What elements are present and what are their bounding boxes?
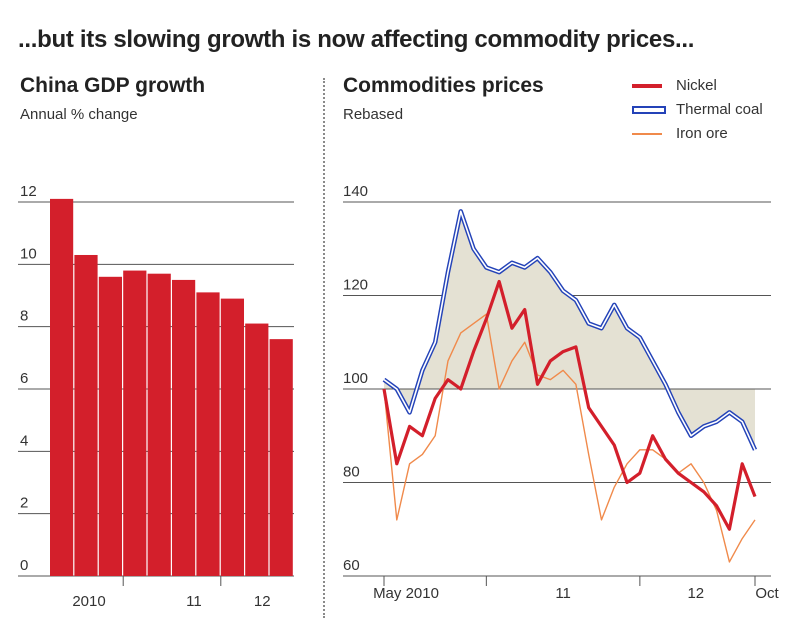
commodities-y-tick-label: 100 <box>343 370 368 387</box>
gdp-bar-2011-q2 <box>172 279 196 576</box>
gdp-bar-2012-q1 <box>245 323 269 576</box>
gdp-bar-2011-q3 <box>196 292 220 576</box>
commodities-x-tick-label: May 2010 <box>373 585 439 602</box>
commodities-x-tick-label: 12 <box>687 585 704 602</box>
commodities-chart-title: Commodities prices <box>343 74 544 97</box>
series-line-iron-ore <box>383 313 756 563</box>
legend-item-thermal-coal: Thermal coal <box>628 98 808 122</box>
gdp-x-tick-label: 2010 <box>72 593 105 610</box>
gdp-bar-2012-q2 <box>269 339 293 576</box>
legend-swatch-iron-ore <box>632 133 662 135</box>
gdp-bar-2010-q1 <box>50 198 74 576</box>
commodities-y-tick-label: 140 <box>343 183 368 200</box>
gdp-chart-subtitle: Annual % change <box>20 106 138 123</box>
legend-item-nickel: Nickel <box>628 74 808 98</box>
gdp-y-tick-label: 8 <box>20 308 28 325</box>
legend-swatch-nickel <box>632 84 662 88</box>
legend-label-iron-ore: Iron ore <box>676 125 728 142</box>
gdp-y-tick-label: 6 <box>20 370 28 387</box>
gdp-bar-2010-q4 <box>123 270 147 576</box>
gdp-y-tick-label: 12 <box>20 183 37 200</box>
gdp-bar-2010-q2 <box>74 254 98 576</box>
series-line-thermal-coal-inner <box>383 210 756 451</box>
commodities-y-tick-label: 120 <box>343 277 368 294</box>
chart-headline: ...but its slowing growth is now affecti… <box>18 26 695 53</box>
commodities-y-tick-label: 60 <box>343 557 360 574</box>
gdp-x-tick-label: 12 <box>254 593 271 610</box>
commodities-chart-subtitle: Rebased <box>343 106 404 123</box>
commodities-shaded-area <box>384 211 755 450</box>
gdp-y-tick-label: 2 <box>20 495 28 512</box>
commodities-x-tick-label: 11 <box>555 585 571 602</box>
series-line-nickel <box>382 279 757 531</box>
legend-label-nickel: Nickel <box>676 77 717 94</box>
commodities-x-tick-label: Oct <box>755 585 779 602</box>
legend-swatch-thermal-coal <box>632 106 666 114</box>
legend-label-thermal-coal: Thermal coal <box>676 101 763 118</box>
gdp-y-tick-label: 10 <box>20 245 37 262</box>
gdp-y-tick-label: 4 <box>20 432 28 449</box>
gdp-x-tick-label: 11 <box>186 593 202 610</box>
gdp-y-tick-label: 0 <box>20 557 28 574</box>
gdp-bar-2010-q3 <box>98 276 122 576</box>
chart-legend: Nickel Thermal coal Iron ore <box>628 74 808 146</box>
gdp-chart-title: China GDP growth <box>20 74 206 97</box>
panel-divider <box>323 78 325 618</box>
gdp-bar-2011-q1 <box>147 273 171 576</box>
legend-item-iron-ore: Iron ore <box>628 122 808 146</box>
commodities-y-tick-label: 80 <box>343 464 360 481</box>
gdp-bar-2011-q4 <box>220 298 244 576</box>
